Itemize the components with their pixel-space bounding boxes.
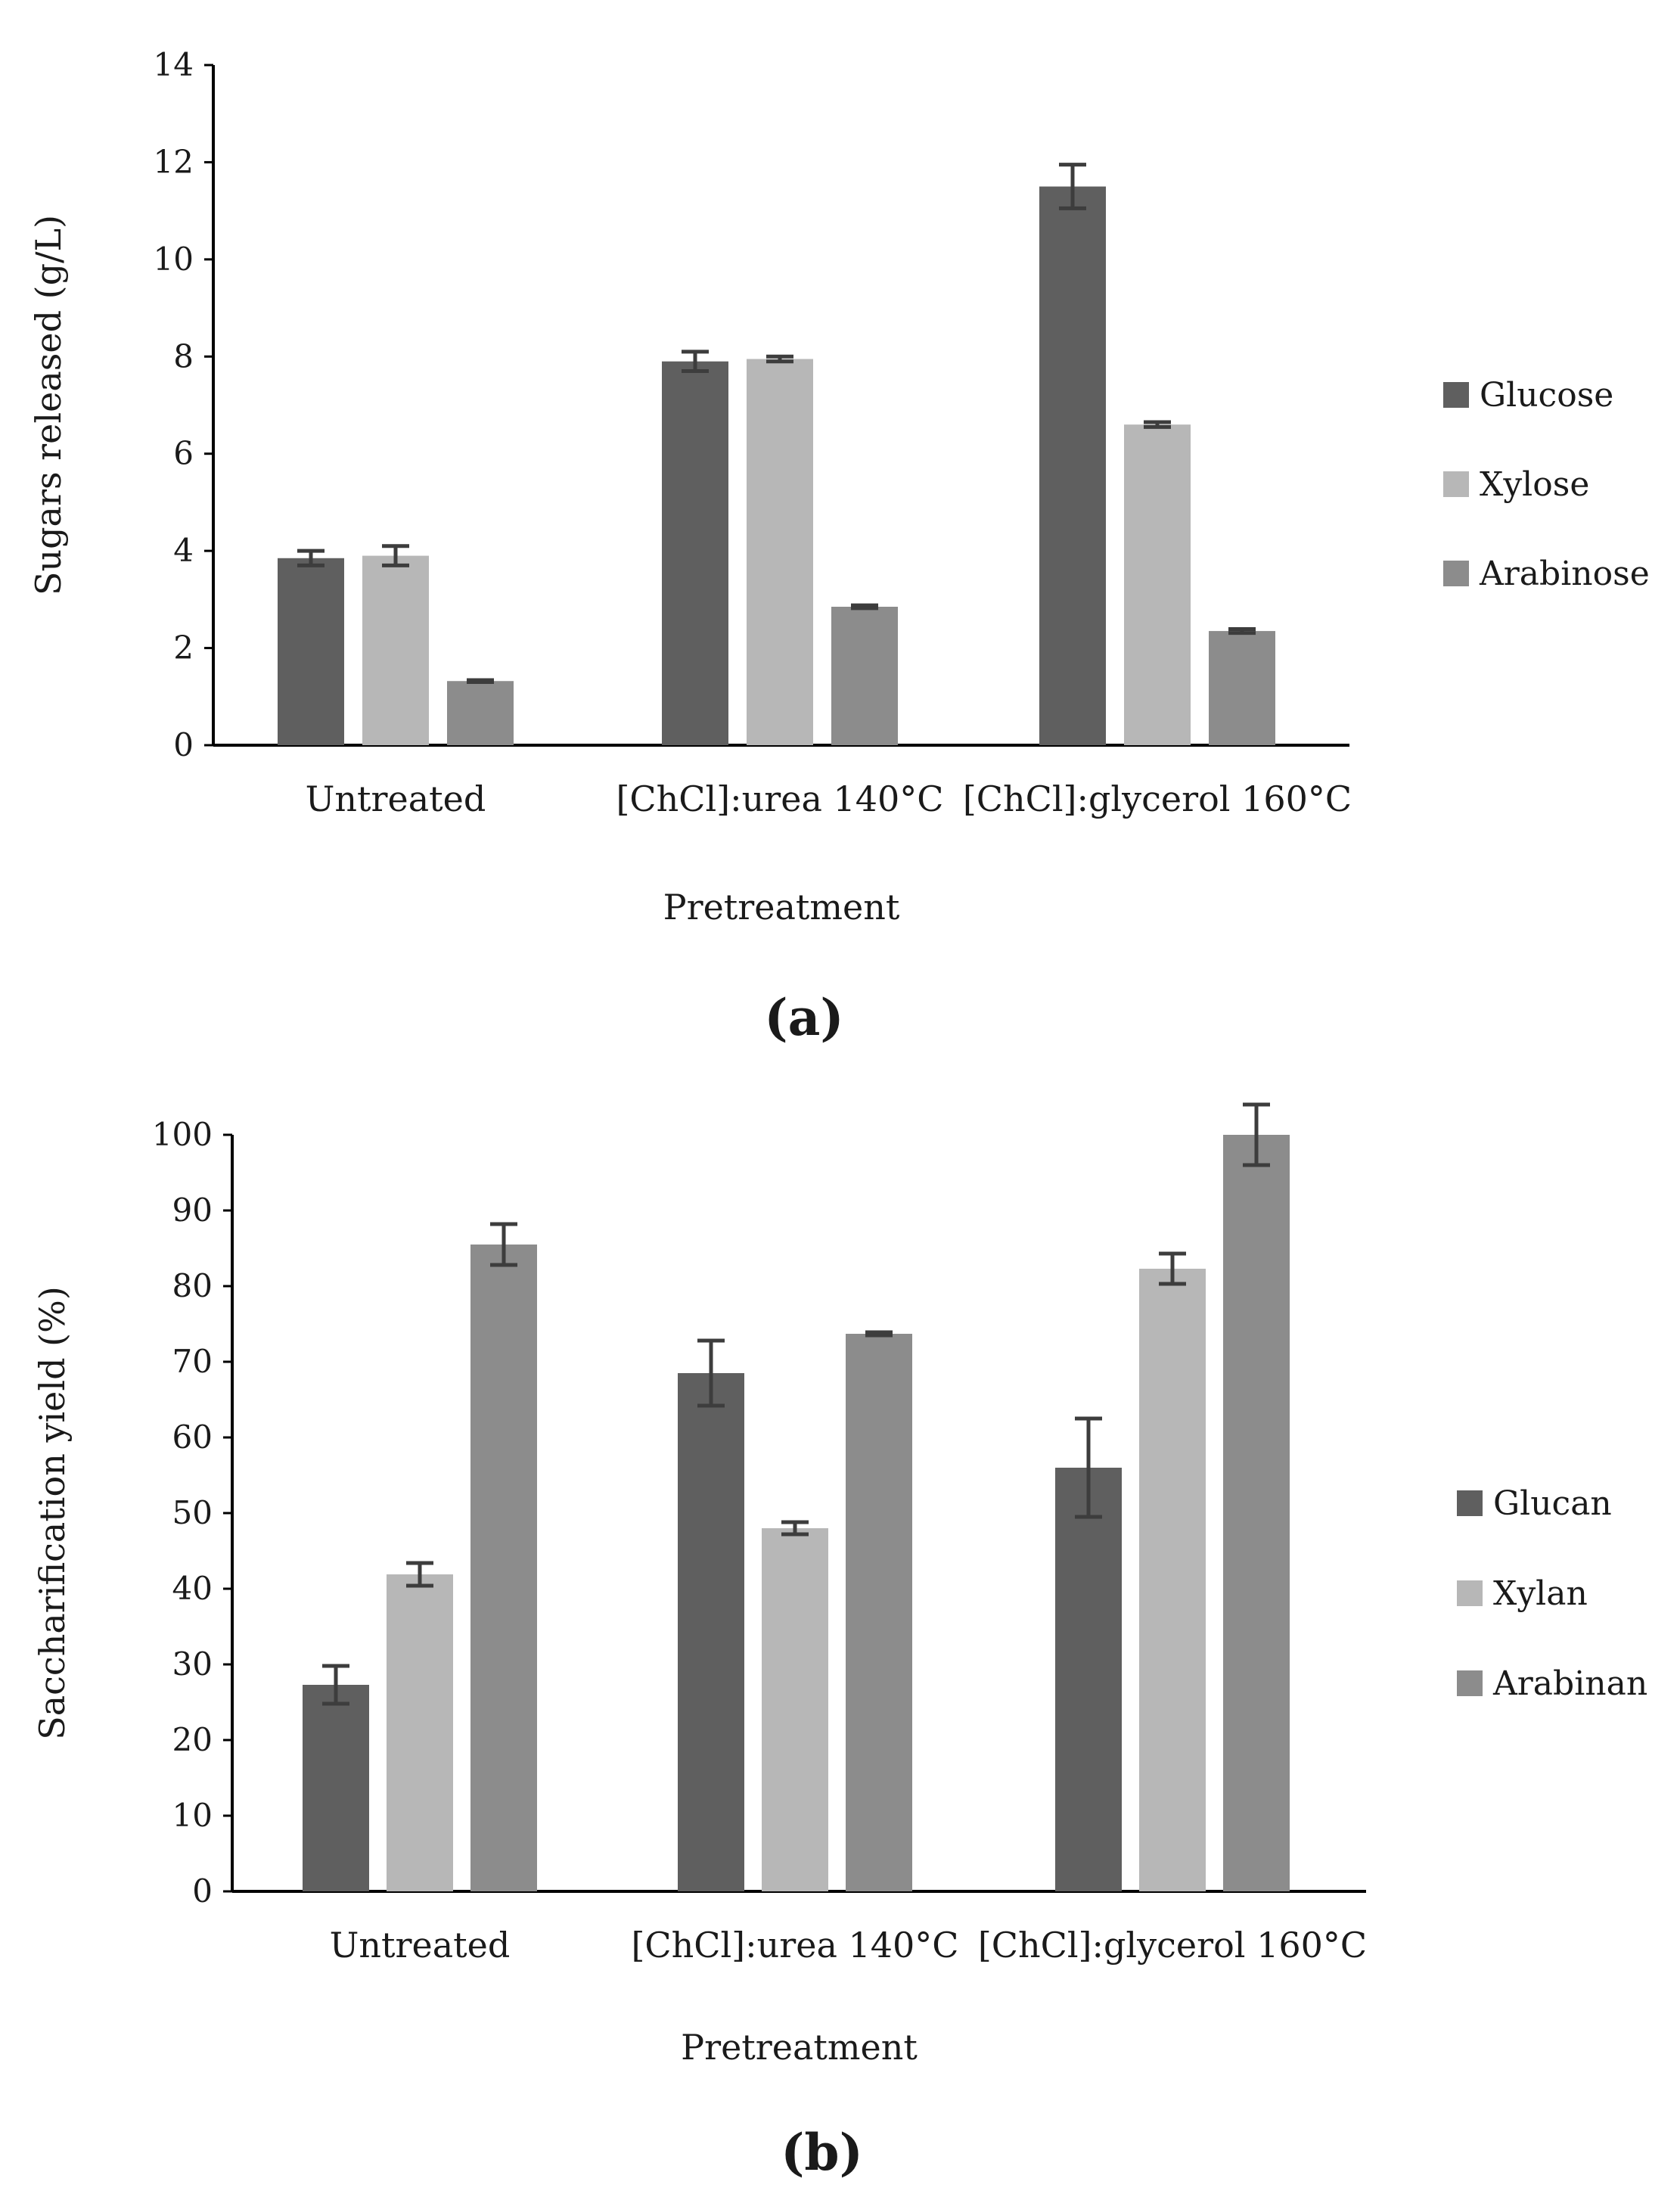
panel-label: (b): [781, 2123, 863, 2182]
legend-swatch-glucan: [1457, 1490, 1483, 1516]
y-tick-label: 12: [154, 143, 194, 180]
x-tick-label: [ChCl]:urea 140°C: [631, 1925, 958, 1965]
legend-swatch-arabinan: [1457, 1670, 1483, 1696]
legend-label: Glucan: [1493, 1484, 1612, 1523]
y-tick-label: 0: [173, 726, 194, 763]
bar-arabinan-0: [470, 1245, 537, 1891]
y-tick-label: 60: [172, 1419, 213, 1456]
bar-xylan-1: [762, 1528, 828, 1891]
y-tick-label: 2: [173, 629, 194, 667]
bar-xylose-1: [747, 359, 813, 745]
legend-swatch-glucose: [1443, 382, 1469, 408]
bar-arabinose-0: [447, 681, 514, 745]
y-tick-label: 100: [152, 1116, 213, 1153]
legend-swatch-xylose: [1443, 471, 1469, 497]
bar-glucose-0: [278, 558, 344, 745]
bar-arabinan-1: [846, 1334, 912, 1891]
bar-xylose-2: [1124, 424, 1191, 745]
bar-glucose-2: [1039, 186, 1106, 746]
panel-label: (a): [764, 988, 843, 1047]
chart-a-svg: 0 2 4 6 8 10 12 14 Untreated [ChCl]:urea 140°C [Ch…: [28, 46, 1650, 1047]
legend-label: Glucose: [1480, 376, 1613, 415]
bar-glucose-1: [662, 361, 728, 745]
x-axis-title: Pretreatment: [681, 2027, 918, 2068]
bar-arabinan-2: [1223, 1135, 1290, 1891]
bar-glucan-0: [303, 1685, 369, 1891]
y-tick-label: 30: [172, 1645, 213, 1683]
bar-arabinose-1: [831, 606, 898, 745]
x-tick-label: Untreated: [306, 778, 486, 819]
y-tick-label: 90: [172, 1192, 213, 1229]
figure-panel-b: 0 10 20 30 40 50 60 70 80 90 100 Untreated [ChCl]:ur…: [0, 1082, 1680, 2194]
chart-b-svg: 0 10 20 30 40 50 60 70 80 90 100 Untreated [ChCl]:ur…: [32, 1102, 1647, 2182]
legend-label: Xylose: [1480, 465, 1589, 504]
y-axis-title: Sugars released (g/L): [28, 215, 69, 595]
y-tick-label: 0: [192, 1872, 213, 1910]
y-tick-label: 40: [172, 1570, 213, 1607]
y-axis-title: Saccharification yield (%): [32, 1286, 73, 1740]
legend-swatch-xylan: [1457, 1580, 1483, 1606]
y-tick-label: 10: [172, 1797, 213, 1834]
figure-panel-a: 0 2 4 6 8 10 12 14 Untreated [ChCl]:urea 140°C [Ch…: [0, 0, 1680, 1082]
y-tick-label: 14: [154, 46, 194, 83]
y-tick-label: 80: [172, 1267, 213, 1304]
bar-arabinose-2: [1209, 631, 1275, 745]
x-tick-label: [ChCl]:glycerol 160°C: [963, 778, 1352, 819]
y-tick-label: 50: [172, 1494, 213, 1531]
bar-glucan-2: [1055, 1468, 1122, 1891]
y-tick-label: 4: [173, 532, 194, 569]
legend-label: Arabinan: [1492, 1664, 1647, 1703]
y-tick-label: 8: [173, 337, 194, 374]
y-tick-label: 10: [154, 241, 194, 278]
legend-label: Arabinose: [1479, 555, 1650, 593]
bar-xylose-0: [362, 555, 429, 745]
x-tick-label: [ChCl]:urea 140°C: [616, 778, 943, 819]
legend-swatch-arabinose: [1443, 561, 1469, 586]
legend-label: Xylan: [1493, 1574, 1588, 1613]
bar-xylan-0: [387, 1574, 453, 1891]
bar-glucan-1: [678, 1373, 744, 1891]
y-tick-label: 70: [172, 1343, 213, 1380]
x-tick-label: [ChCl]:glycerol 160°C: [978, 1925, 1367, 1965]
y-tick-label: 20: [172, 1721, 213, 1758]
x-tick-label: Untreated: [330, 1925, 511, 1965]
y-tick-label: 6: [173, 435, 194, 472]
x-axis-title: Pretreatment: [663, 887, 900, 928]
bar-xylan-2: [1139, 1269, 1206, 1891]
